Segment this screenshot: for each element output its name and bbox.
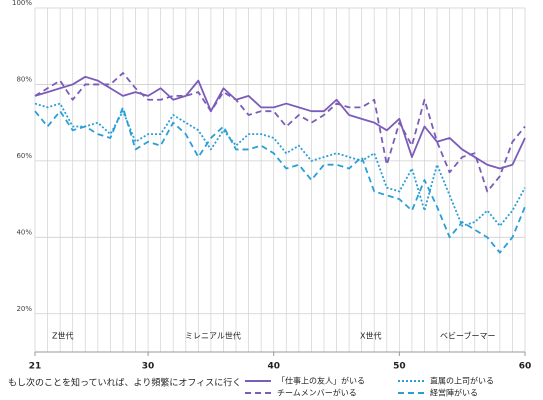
series-line: [34, 75, 526, 170]
series-line: [34, 106, 526, 254]
y-tick-label: 100%: [12, 0, 32, 7]
y-tick-label: 20%: [16, 305, 32, 313]
x-tick-label: 60: [519, 362, 532, 372]
annotation: ベビーブーマー: [440, 331, 496, 341]
x-tick-label: 21: [29, 362, 42, 372]
legend-label: 「仕事上の友人」がいる: [277, 376, 365, 386]
legend-label: チームメンバーがいる: [277, 388, 357, 398]
x-tick-label: 40: [267, 362, 280, 372]
legend-label: 直属の上司がいる: [430, 376, 494, 386]
y-tick-label: 60%: [16, 152, 32, 160]
annotation: Z世代: [52, 331, 73, 341]
legend-title: もし次のことを知っていれば、より頻繁にオフィスに行く: [8, 377, 241, 389]
annotation: X世代: [360, 331, 381, 341]
y-tick-label: 80%: [16, 75, 32, 83]
x-tick-label: 50: [393, 362, 406, 372]
lines: [34, 72, 526, 254]
x-tick-label: 30: [142, 362, 155, 372]
y-tick-label: 40%: [16, 228, 32, 236]
series-line: [34, 102, 526, 227]
legend-label: 経営陣がいる: [430, 388, 478, 398]
grid: 20% 40% 60% 80% 100% 21 30 40 50 60: [12, 0, 531, 372]
series-line: [34, 72, 526, 193]
annotation: ミレニアル世代: [185, 331, 241, 341]
